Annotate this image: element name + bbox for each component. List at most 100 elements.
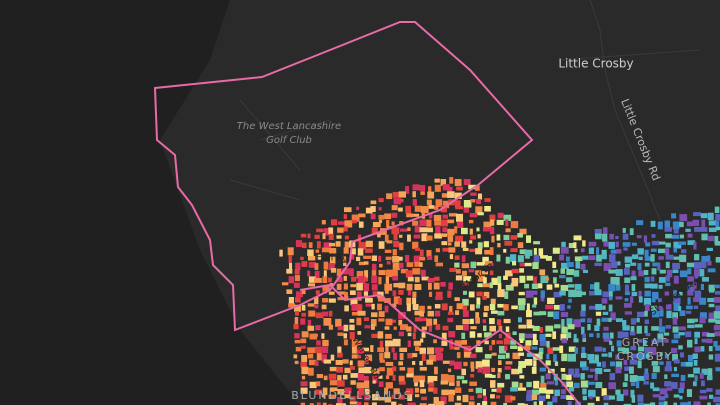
building: [490, 219, 495, 226]
building: [447, 228, 455, 236]
building: [678, 291, 683, 296]
building: [434, 304, 441, 309]
building: [545, 333, 552, 337]
building: [532, 290, 538, 295]
building: [314, 263, 319, 270]
building: [533, 248, 537, 255]
building: [603, 402, 609, 405]
building: [595, 303, 603, 311]
building: [455, 310, 460, 315]
building: [645, 353, 650, 359]
building: [589, 291, 595, 296]
building: [405, 205, 412, 214]
building: [454, 200, 461, 208]
building: [533, 380, 540, 389]
building: [461, 380, 468, 384]
building: [427, 310, 434, 317]
building: [701, 256, 708, 262]
building: [714, 297, 720, 303]
building: [323, 317, 332, 326]
building: [483, 396, 488, 403]
building: [692, 353, 698, 359]
building: [384, 326, 390, 330]
building: [517, 387, 526, 391]
building: [510, 387, 518, 392]
building: [505, 374, 510, 380]
building: [699, 269, 705, 277]
building: [323, 228, 332, 236]
building: [679, 221, 684, 228]
building: [316, 374, 323, 379]
building: [609, 373, 616, 381]
building: [636, 325, 642, 334]
road: [589, 0, 661, 221]
building: [440, 380, 448, 385]
building: [533, 276, 537, 284]
building: [699, 317, 706, 324]
building: [505, 219, 509, 227]
building: [687, 324, 695, 329]
building: [566, 256, 570, 262]
building: [428, 403, 435, 405]
building: [540, 290, 545, 299]
building: [708, 220, 717, 226]
building: [589, 396, 593, 400]
building: [524, 262, 532, 267]
building: [476, 227, 480, 232]
building: [685, 228, 691, 232]
building: [377, 303, 382, 311]
building: [477, 394, 483, 399]
building: [427, 191, 435, 199]
building: [525, 340, 532, 346]
building: [531, 283, 538, 290]
building: [294, 339, 301, 344]
building: [594, 262, 602, 267]
building: [342, 403, 346, 405]
building: [546, 381, 555, 385]
building: [364, 388, 370, 395]
building: [314, 277, 322, 283]
building: [435, 199, 443, 207]
building: [638, 290, 642, 299]
building: [322, 402, 327, 405]
place-label: Golf Club: [266, 135, 312, 146]
building: [349, 331, 355, 340]
building: [602, 305, 606, 310]
building: [631, 353, 639, 359]
building: [300, 338, 307, 344]
building: [687, 297, 691, 305]
building: [566, 374, 572, 381]
building: [294, 275, 300, 282]
building: [391, 227, 400, 235]
building: [552, 396, 558, 403]
building: [603, 241, 609, 247]
building: [497, 373, 501, 379]
building: [651, 298, 656, 303]
building: [623, 403, 632, 405]
building: [552, 347, 560, 351]
building: [484, 354, 492, 359]
building: [294, 269, 300, 275]
building: [343, 333, 348, 339]
building: [349, 401, 358, 405]
building: [328, 324, 334, 330]
building: [616, 249, 622, 254]
building: [658, 284, 663, 289]
building: [489, 325, 496, 332]
building: [456, 303, 464, 310]
building: [475, 317, 480, 324]
building: [496, 387, 502, 393]
building: [364, 270, 369, 279]
building: [596, 333, 600, 338]
building: [672, 269, 679, 274]
building: [461, 332, 466, 340]
building: [665, 242, 671, 248]
building: [504, 395, 513, 403]
building: [475, 387, 483, 394]
building: [567, 401, 572, 405]
building: [358, 387, 364, 396]
building: [553, 304, 560, 310]
building: [412, 332, 416, 340]
building: [475, 248, 483, 255]
building: [372, 394, 379, 401]
